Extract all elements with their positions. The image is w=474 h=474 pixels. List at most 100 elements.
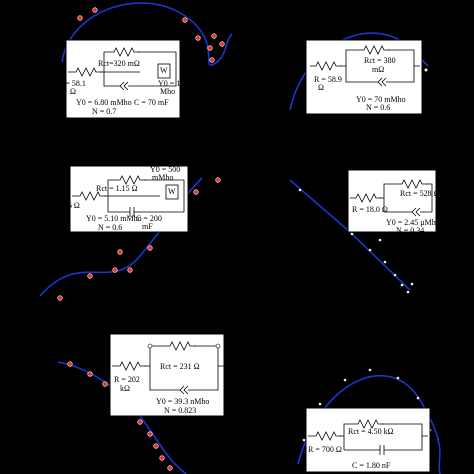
data-point: [215, 177, 221, 183]
circuit-label: Mho: [160, 87, 175, 96]
data-point: [400, 283, 404, 287]
panel-6: Rct = 4.50 kΩ R = 700 Ω C = 1.80 nF: [297, 368, 441, 474]
data-point: [406, 290, 410, 294]
circuit-box: [65, 39, 181, 119]
circuit-label: R = 700 Ω: [308, 445, 342, 454]
data-point: [368, 248, 372, 252]
data-point: [87, 273, 93, 279]
data-point: [343, 378, 347, 382]
circuit-label: mΩ: [372, 65, 384, 74]
data-point: [112, 267, 118, 273]
warburg-box: [157, 63, 171, 79]
data-point: [67, 361, 73, 367]
fit-curve: [61, 2, 233, 67]
data-point: [159, 455, 165, 461]
circuit-label: W: [168, 187, 176, 196]
data-point: [368, 368, 372, 372]
data-point: [102, 381, 108, 387]
circuit-label: Rct = 528 Ω: [400, 189, 440, 198]
data-point: [424, 68, 428, 72]
circuit-label: C = 70 mF: [134, 98, 169, 107]
circuit-wire: [310, 49, 420, 83]
warburg-box: [165, 184, 179, 200]
data-point: [302, 438, 306, 442]
circuit-label: C = 1.80 nF: [352, 461, 391, 470]
data-point: [378, 238, 382, 242]
data-point: [195, 35, 201, 41]
circuit-label: kΩ: [120, 384, 130, 393]
circuit-label: N = 0.34: [396, 226, 424, 235]
panel-5: R = 202 kΩ Rct = 231 Ω Y0 = 39.3 nMho N …: [57, 333, 225, 474]
circuit-wire: [308, 423, 428, 451]
data-point: [182, 17, 188, 23]
panel-1: R = 58.1 Ω Rct=320 mΩ W Y0 = 1.6 Mho Y0 …: [58, 2, 233, 119]
circuit-label: Ω: [318, 83, 324, 92]
data-point: [127, 267, 133, 273]
data-point: [87, 371, 93, 377]
data-point: [207, 45, 213, 51]
circuit-label: Y0 = 2.45 μMho: [386, 218, 440, 227]
circuit-box: [305, 39, 423, 115]
circuit-label: N = 0.823: [164, 406, 196, 415]
panel-4: Rct = 528 Ω R = 18.0 Ω Y0 = 2.45 μMho N …: [289, 169, 440, 294]
data-point: [318, 402, 322, 406]
data-point: [298, 188, 302, 192]
circuit-wire: [350, 183, 433, 213]
data-point: [215, 343, 221, 349]
panel-3: Y0 = 500 mMho Rct = 1.15 Ω W R= 91.6 Ω Y…: [39, 165, 221, 301]
circuit-label: C = 200: [136, 214, 162, 223]
data-point: [219, 41, 225, 47]
data-point: [211, 33, 217, 39]
circuit-label: Y0 = 6.80 mMho: [76, 98, 132, 107]
panel-2: R = 58.9 Ω Rct = 380 mΩ Y0 = 70 mMho N =…: [289, 32, 429, 115]
circuit-label: R = 58.1: [58, 79, 86, 88]
circuit-label: R = 18.0 Ω: [352, 205, 388, 214]
circuit-label: mMho: [152, 173, 173, 182]
circuit-label: N = 0.7: [92, 107, 116, 116]
circuit-label: Rct = 4.50 kΩ: [348, 427, 394, 436]
fit-curve: [57, 361, 187, 474]
circuit-wire: [72, 179, 185, 213]
circuit-box: [109, 333, 225, 417]
data-point: [410, 282, 414, 286]
circuit-label: N = 0.6: [366, 103, 390, 112]
data-point: [92, 7, 98, 13]
circuit-label: Rct=320 mΩ: [98, 59, 140, 68]
circuit-box: [305, 407, 431, 473]
data-points: [298, 188, 414, 294]
data-point: [350, 232, 354, 236]
data-point: [147, 245, 153, 251]
circuit-label: W: [160, 66, 168, 75]
data-point: [147, 343, 153, 349]
circuit-label: R = 58.9: [314, 75, 342, 84]
data-point: [396, 376, 400, 380]
data-point: [137, 419, 143, 425]
circuit-label: Rct = 1.15 Ω: [96, 184, 138, 193]
data-point: [117, 249, 123, 255]
data-point: [147, 431, 153, 437]
circuit-label: Rct = 380: [364, 56, 396, 65]
circuit-label: Y0 = 5.10 mMho: [86, 214, 142, 223]
circuit-label: Rct = 231 Ω: [160, 362, 200, 371]
data-point: [167, 465, 173, 471]
circuit-label: N = 0.6: [98, 223, 122, 232]
data-point: [416, 396, 420, 400]
data-point: [193, 189, 199, 195]
circuit-label: Y0 = 500: [150, 165, 180, 174]
data-point: [77, 15, 83, 21]
data-point: [209, 57, 215, 63]
circuit-label: Ω: [70, 87, 76, 96]
data-point: [57, 295, 63, 301]
circuit-label: Y0 = 70 mMho: [356, 95, 406, 104]
data-point: [153, 443, 159, 449]
data-point: [383, 260, 387, 264]
data-points: [69, 7, 225, 63]
circuit-label: R= 91.6 Ω: [46, 201, 80, 210]
circuit-label: Y0 = 39.3 nMho: [156, 397, 209, 406]
circuit-label: Y0 = 1.6: [158, 79, 186, 88]
data-point: [393, 273, 397, 277]
circuit-label: R = 202: [114, 375, 140, 384]
